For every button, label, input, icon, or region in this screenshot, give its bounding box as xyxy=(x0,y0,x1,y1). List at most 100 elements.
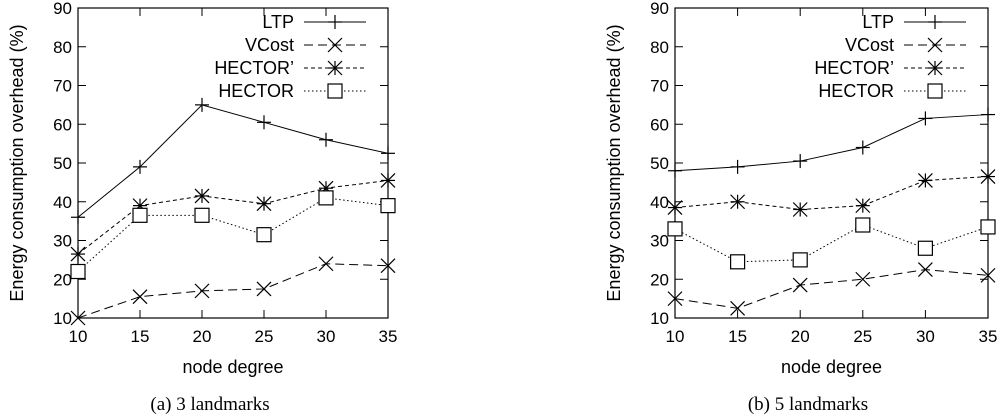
point-marker xyxy=(729,254,746,270)
x-tick-label: 30 xyxy=(916,327,935,346)
legend-label: LTP xyxy=(862,12,894,32)
x-tick-label: 25 xyxy=(853,327,872,346)
series-square xyxy=(70,190,396,280)
panel-caption: (a) 3 landmarks xyxy=(150,394,269,415)
point-marker xyxy=(380,173,396,188)
point-marker xyxy=(194,207,210,223)
y-tick-label: 80 xyxy=(650,38,669,57)
point-marker xyxy=(327,37,343,53)
point-marker xyxy=(318,190,334,206)
chart-panel-2: 10 20 30 40 50 60 70 80 90 10 15 20 25 30 35 node degre… xyxy=(604,0,997,415)
series-plus xyxy=(668,107,995,178)
x-tick-label: 35 xyxy=(379,327,398,346)
x-tick-label: 15 xyxy=(131,327,150,346)
legend-label: VCost xyxy=(245,35,294,55)
y-tick-label: 30 xyxy=(650,232,669,251)
panel-caption: (b) 5 landmarks xyxy=(748,394,868,415)
point-marker xyxy=(667,291,683,307)
series-cross xyxy=(667,262,996,316)
series-cross xyxy=(70,256,396,326)
point-marker xyxy=(256,281,272,297)
y-tick-label: 40 xyxy=(650,193,669,212)
series-line xyxy=(674,224,989,263)
point-marker xyxy=(917,262,933,277)
point-marker xyxy=(730,194,746,210)
y-tick-label: 60 xyxy=(650,115,669,134)
point-marker xyxy=(70,263,86,280)
series-plus xyxy=(71,97,395,225)
point-marker xyxy=(917,173,933,188)
point-marker xyxy=(792,202,808,217)
chart-panel-1: 10 20 30 40 50 60 70 80 90 10 15 20 25 30 35 node degre… xyxy=(7,0,397,415)
series-star xyxy=(667,169,996,217)
point-marker xyxy=(380,258,396,274)
series-line xyxy=(77,179,389,255)
point-marker xyxy=(327,60,343,76)
y-tick-label: 90 xyxy=(650,0,669,18)
y-tick-label: 20 xyxy=(650,270,669,289)
x-tick-label: 20 xyxy=(193,327,212,346)
legend-label: HECTOR xyxy=(218,81,294,101)
point-marker xyxy=(927,83,943,99)
series-line xyxy=(77,104,389,218)
legend-label: HECTOR xyxy=(818,81,894,101)
x-tick-label: 10 xyxy=(69,327,88,346)
point-marker xyxy=(194,283,210,299)
y-tick-label: 80 xyxy=(53,38,72,57)
series-line xyxy=(674,269,989,309)
legend-label: VCost xyxy=(845,35,894,55)
point-marker xyxy=(792,277,808,293)
point-marker xyxy=(927,60,943,76)
point-marker xyxy=(380,198,396,214)
point-marker xyxy=(667,200,683,215)
x-axis-label: node degree xyxy=(182,357,283,377)
x-tick-label: 15 xyxy=(728,327,747,346)
series-square xyxy=(667,217,996,270)
y-tick-label: 10 xyxy=(650,309,669,328)
x-tick-label: 20 xyxy=(791,327,810,346)
series-line xyxy=(77,197,389,272)
point-marker xyxy=(256,227,272,243)
point-marker xyxy=(70,246,86,262)
y-axis-label: Energy consumption overhead (%) xyxy=(7,24,27,301)
legend: LTP VCost HECTOR’ HECTOR xyxy=(814,12,966,101)
series-line xyxy=(674,114,989,172)
legend-label: HECTOR’ xyxy=(814,58,894,78)
point-marker xyxy=(855,198,871,214)
x-tick-label: 10 xyxy=(666,327,685,346)
point-marker xyxy=(730,300,746,316)
point-marker xyxy=(327,83,343,99)
y-tick-label: 30 xyxy=(53,232,72,251)
point-marker xyxy=(132,289,148,305)
series-line xyxy=(77,263,389,319)
y-tick-label: 10 xyxy=(53,309,72,328)
point-marker xyxy=(855,217,871,233)
y-tick-label: 70 xyxy=(650,77,669,96)
point-marker xyxy=(132,207,148,223)
x-axis-label: node degree xyxy=(781,357,882,377)
x-tick-label: 25 xyxy=(255,327,274,346)
y-tick-label: 50 xyxy=(650,154,669,173)
point-marker xyxy=(917,240,934,256)
legend: LTP VCost HECTOR’ HECTOR xyxy=(214,12,366,101)
y-tick-label: 60 xyxy=(53,115,72,134)
point-marker xyxy=(792,252,808,268)
y-tick-label: 40 xyxy=(53,193,72,212)
point-marker xyxy=(927,37,943,53)
y-tick-label: 70 xyxy=(53,77,72,96)
x-tick-label: 35 xyxy=(979,327,998,346)
x-tick-label: 30 xyxy=(317,327,336,346)
point-marker xyxy=(667,221,683,237)
point-marker xyxy=(70,310,86,326)
point-marker xyxy=(980,169,996,184)
point-marker xyxy=(194,188,210,204)
point-marker xyxy=(256,196,272,212)
point-marker xyxy=(855,271,871,287)
legend-label: LTP xyxy=(262,12,294,32)
y-axis-label: Energy consumption overhead (%) xyxy=(604,24,624,301)
y-tick-label: 20 xyxy=(53,270,72,289)
point-marker xyxy=(980,267,996,283)
series-star xyxy=(70,173,396,262)
point-marker xyxy=(318,256,334,272)
y-tick-label: 90 xyxy=(53,0,72,18)
